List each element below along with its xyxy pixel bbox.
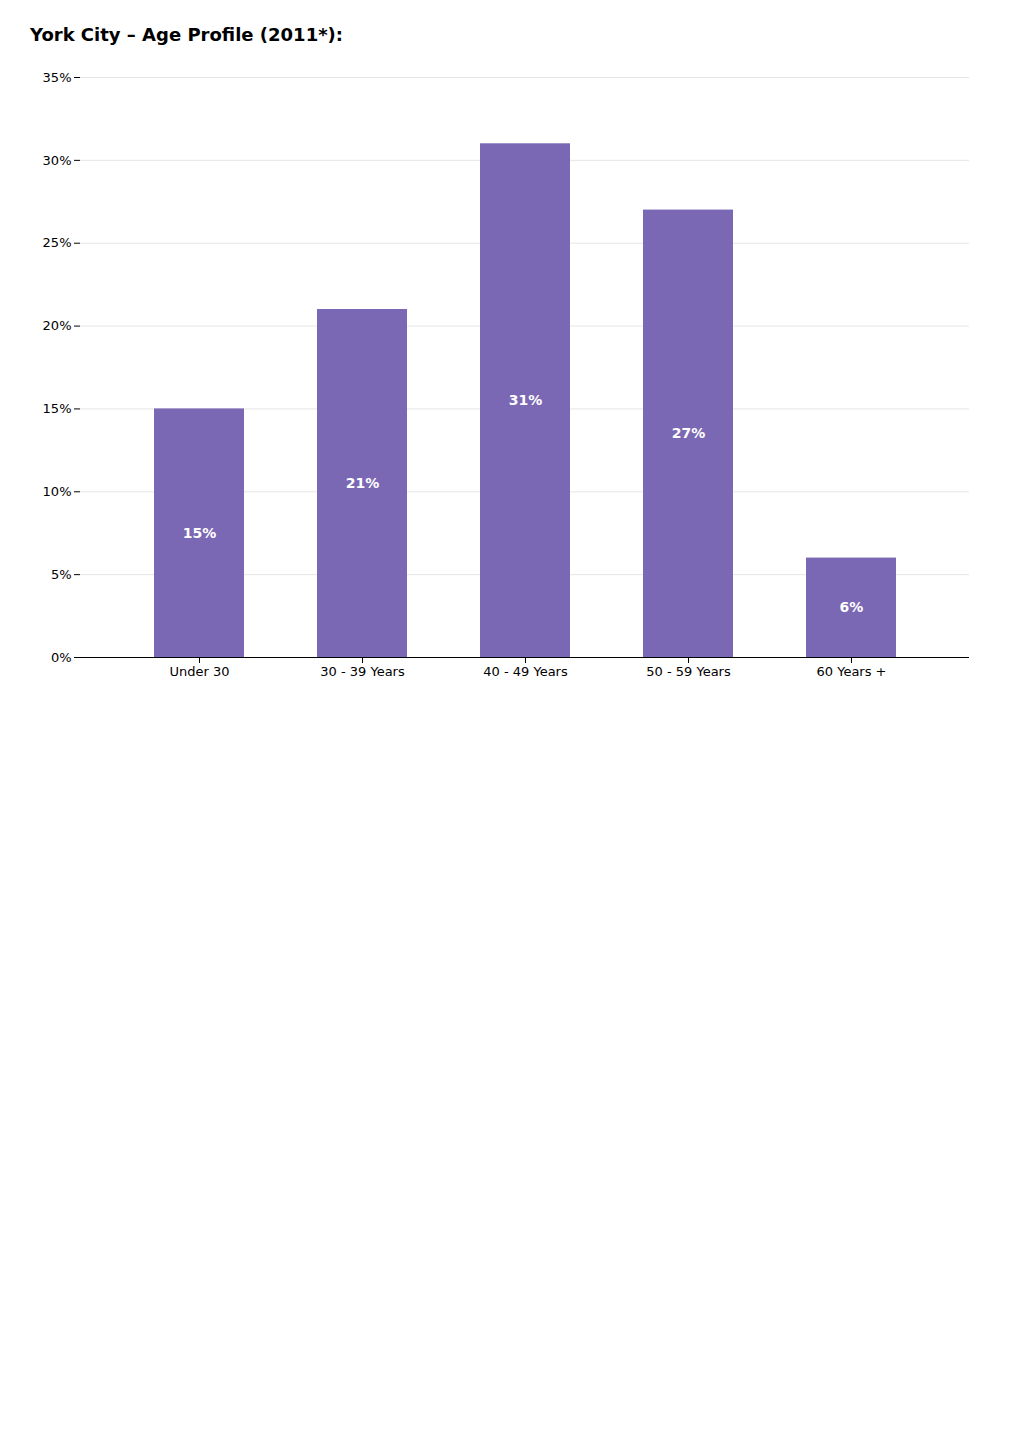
svg-text:35%: 35%: [43, 70, 72, 85]
svg-text:15%: 15%: [43, 401, 72, 416]
svg-text:Under 30: Under 30: [169, 664, 229, 679]
svg-text:60 Years +: 60 Years +: [817, 664, 887, 679]
svg-text:31%: 31%: [509, 392, 543, 408]
html-text:York City – Age Profile (2011*: York City – Age Profile (2011*):: [30, 24, 343, 45]
svg-text:40 - 49 Years: 40 - 49 Years: [483, 664, 568, 679]
svg-text:6%: 6%: [840, 599, 864, 615]
svg-text:5%: 5%: [51, 567, 72, 582]
svg-text:20%: 20%: [43, 318, 72, 333]
svg-text:27%: 27%: [672, 425, 706, 441]
svg-text:25%: 25%: [43, 235, 72, 250]
svg-text:15%: 15%: [183, 525, 217, 541]
svg-text:0%: 0%: [51, 650, 72, 665]
svg-text:30 - 39 Years: 30 - 39 Years: [320, 664, 405, 679]
svg-text:30%: 30%: [43, 153, 72, 168]
svg-text:10%: 10%: [43, 484, 72, 499]
svg-text:50 - 59 Years: 50 - 59 Years: [646, 664, 731, 679]
svg-text:21%: 21%: [346, 475, 380, 491]
